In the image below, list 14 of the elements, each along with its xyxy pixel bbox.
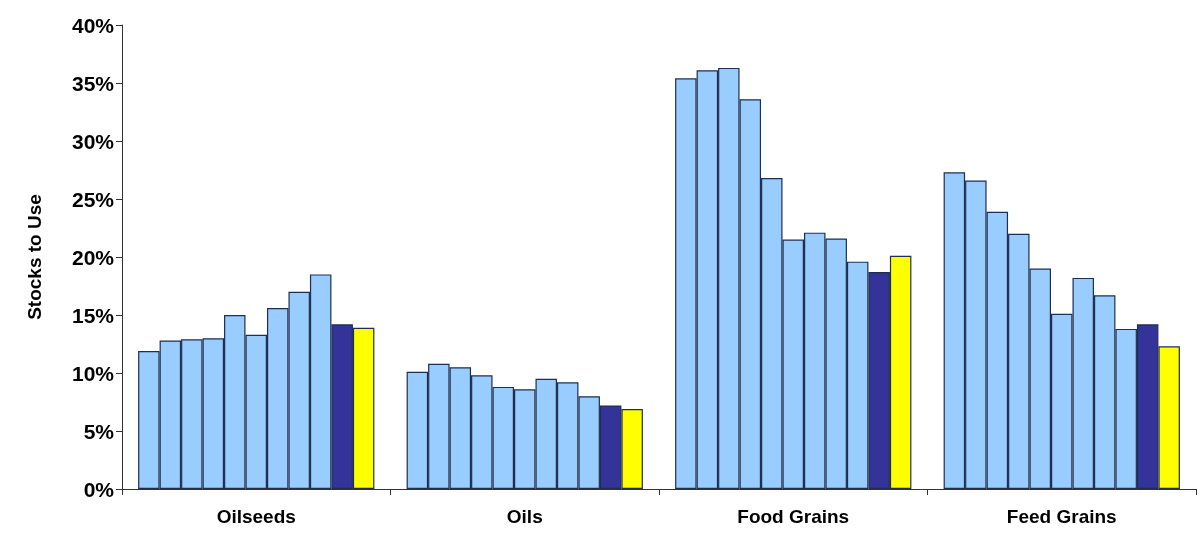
y-tick-label: 10% xyxy=(71,361,115,385)
y-tick-label: 30% xyxy=(71,129,115,153)
y-tick-label: 5% xyxy=(83,419,115,443)
y-tick-label: 0% xyxy=(83,477,115,501)
y-tick-label: 15% xyxy=(71,303,115,327)
x-tick-label: Food Grains xyxy=(737,506,850,527)
y-tick-label: 35% xyxy=(71,71,115,95)
x-tick-label: Oils xyxy=(506,506,543,527)
x-tick-label: Oilseeds xyxy=(216,506,296,527)
y-tick-label: 20% xyxy=(71,245,115,269)
y-tick-label: 40% xyxy=(71,13,115,37)
y-tick-label: 25% xyxy=(71,187,115,211)
y-axis-title: Stocks to Use xyxy=(24,194,45,320)
x-tick-label: Feed Grains xyxy=(1006,506,1117,527)
